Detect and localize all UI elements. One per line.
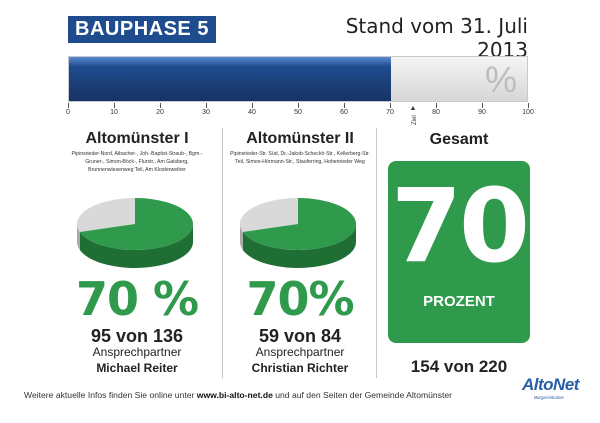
scale-tick bbox=[528, 103, 529, 108]
scale-tick bbox=[298, 103, 299, 108]
scale-tick bbox=[160, 103, 161, 108]
pie-slice-side-open bbox=[240, 224, 243, 251]
pie-slice-side-done bbox=[79, 224, 193, 268]
column-divider bbox=[376, 128, 377, 378]
scale-tick-label: 100 bbox=[522, 109, 534, 116]
scale-tick bbox=[252, 103, 253, 108]
progress-scale: 0 10 20 30 40 50 60 70 80 90 100 ▲ Ziel bbox=[66, 103, 534, 127]
area-1-title: Altomünster I bbox=[85, 130, 189, 147]
area-1-count: 95 von 136 bbox=[90, 326, 184, 346]
scale-tick-label: 80 bbox=[432, 109, 440, 116]
area-2-streets: Pipinsrieder-Str. Süd, Dr.-Jakob-Scheckh… bbox=[230, 151, 370, 165]
pie-slice-done bbox=[79, 198, 193, 250]
area-1-percent: 70 % bbox=[75, 272, 199, 326]
scale-tick-label: 10 bbox=[110, 109, 118, 116]
goal-marker-icon: ▲ bbox=[409, 105, 417, 112]
progress-bar: % bbox=[68, 56, 528, 102]
scale-tick-label: 40 bbox=[248, 109, 256, 116]
footer-text-after: und auf den Seiten der Gemeinde Altomüns… bbox=[272, 390, 453, 400]
percent-sign: % bbox=[484, 59, 517, 100]
scale-tick-label: 70 bbox=[386, 109, 394, 116]
scale-tick bbox=[482, 103, 483, 108]
phase-badge: BAUPHASE 5 bbox=[68, 16, 216, 43]
column-divider bbox=[222, 128, 223, 378]
footer-text: Weitere aktuelle Infos finden Sie online… bbox=[24, 390, 452, 400]
scale-tick-label: 60 bbox=[340, 109, 348, 116]
pie-slice-open bbox=[76, 198, 135, 233]
scale-tick bbox=[114, 103, 115, 108]
pie-slice-open bbox=[240, 198, 298, 233]
pie-slice-side-done bbox=[242, 224, 356, 268]
footer-url[interactable]: www.bi-alto-net.de bbox=[196, 390, 273, 400]
area-1-contact-label: Ansprechpartner bbox=[92, 345, 182, 359]
scale-tick-label: 20 bbox=[156, 109, 164, 116]
scale-tick bbox=[68, 103, 69, 108]
status-date: Stand vom 31. Juli 2013 bbox=[345, 14, 528, 62]
logo-tagline: Bürgerinitiative bbox=[534, 395, 564, 400]
pie-slice-side-open bbox=[77, 224, 80, 251]
scale-tick bbox=[436, 103, 437, 108]
footer-text-before: Weitere aktuelle Infos finden Sie online… bbox=[24, 390, 197, 400]
scale-tick-label: 50 bbox=[294, 109, 302, 116]
area-2-count: 59 von 84 bbox=[258, 326, 342, 346]
altonet-logo: AltoNet Bürgerinitiative bbox=[520, 375, 590, 409]
scale-tick-label: 0 bbox=[66, 109, 70, 116]
area-2-pie-chart bbox=[240, 198, 356, 268]
scale-tick-label: 30 bbox=[202, 109, 210, 116]
scale-tick-label: 90 bbox=[478, 109, 486, 116]
total-title: Gesamt bbox=[429, 131, 489, 148]
scale-tick bbox=[206, 103, 207, 108]
total-box: 70 PROZENT bbox=[388, 161, 530, 343]
area-2-contact-label: Ansprechpartner bbox=[255, 345, 345, 359]
scale-tick bbox=[390, 103, 391, 108]
area-2-title: Altomünster II bbox=[246, 130, 354, 147]
scale-tick bbox=[344, 103, 345, 108]
area-2-percent: 70% bbox=[246, 272, 354, 326]
goal-label: Ziel bbox=[412, 115, 418, 125]
total-count: 154 von 220 bbox=[410, 357, 508, 376]
pie-slice-done bbox=[242, 198, 356, 250]
total-value: 70 bbox=[391, 167, 530, 286]
progress-fill bbox=[69, 57, 391, 101]
area-2-contact-name: Christian Richter bbox=[251, 361, 349, 375]
logo-name: AltoNet bbox=[522, 375, 579, 394]
area-1-streets: Pipinsrieder-Nord, Aibacher-, Joh.-Bapti… bbox=[71, 151, 203, 173]
area-1-contact-name: Michael Reiter bbox=[96, 361, 178, 375]
total-unit: PROZENT bbox=[423, 293, 495, 310]
area-1-pie-chart bbox=[76, 198, 193, 268]
